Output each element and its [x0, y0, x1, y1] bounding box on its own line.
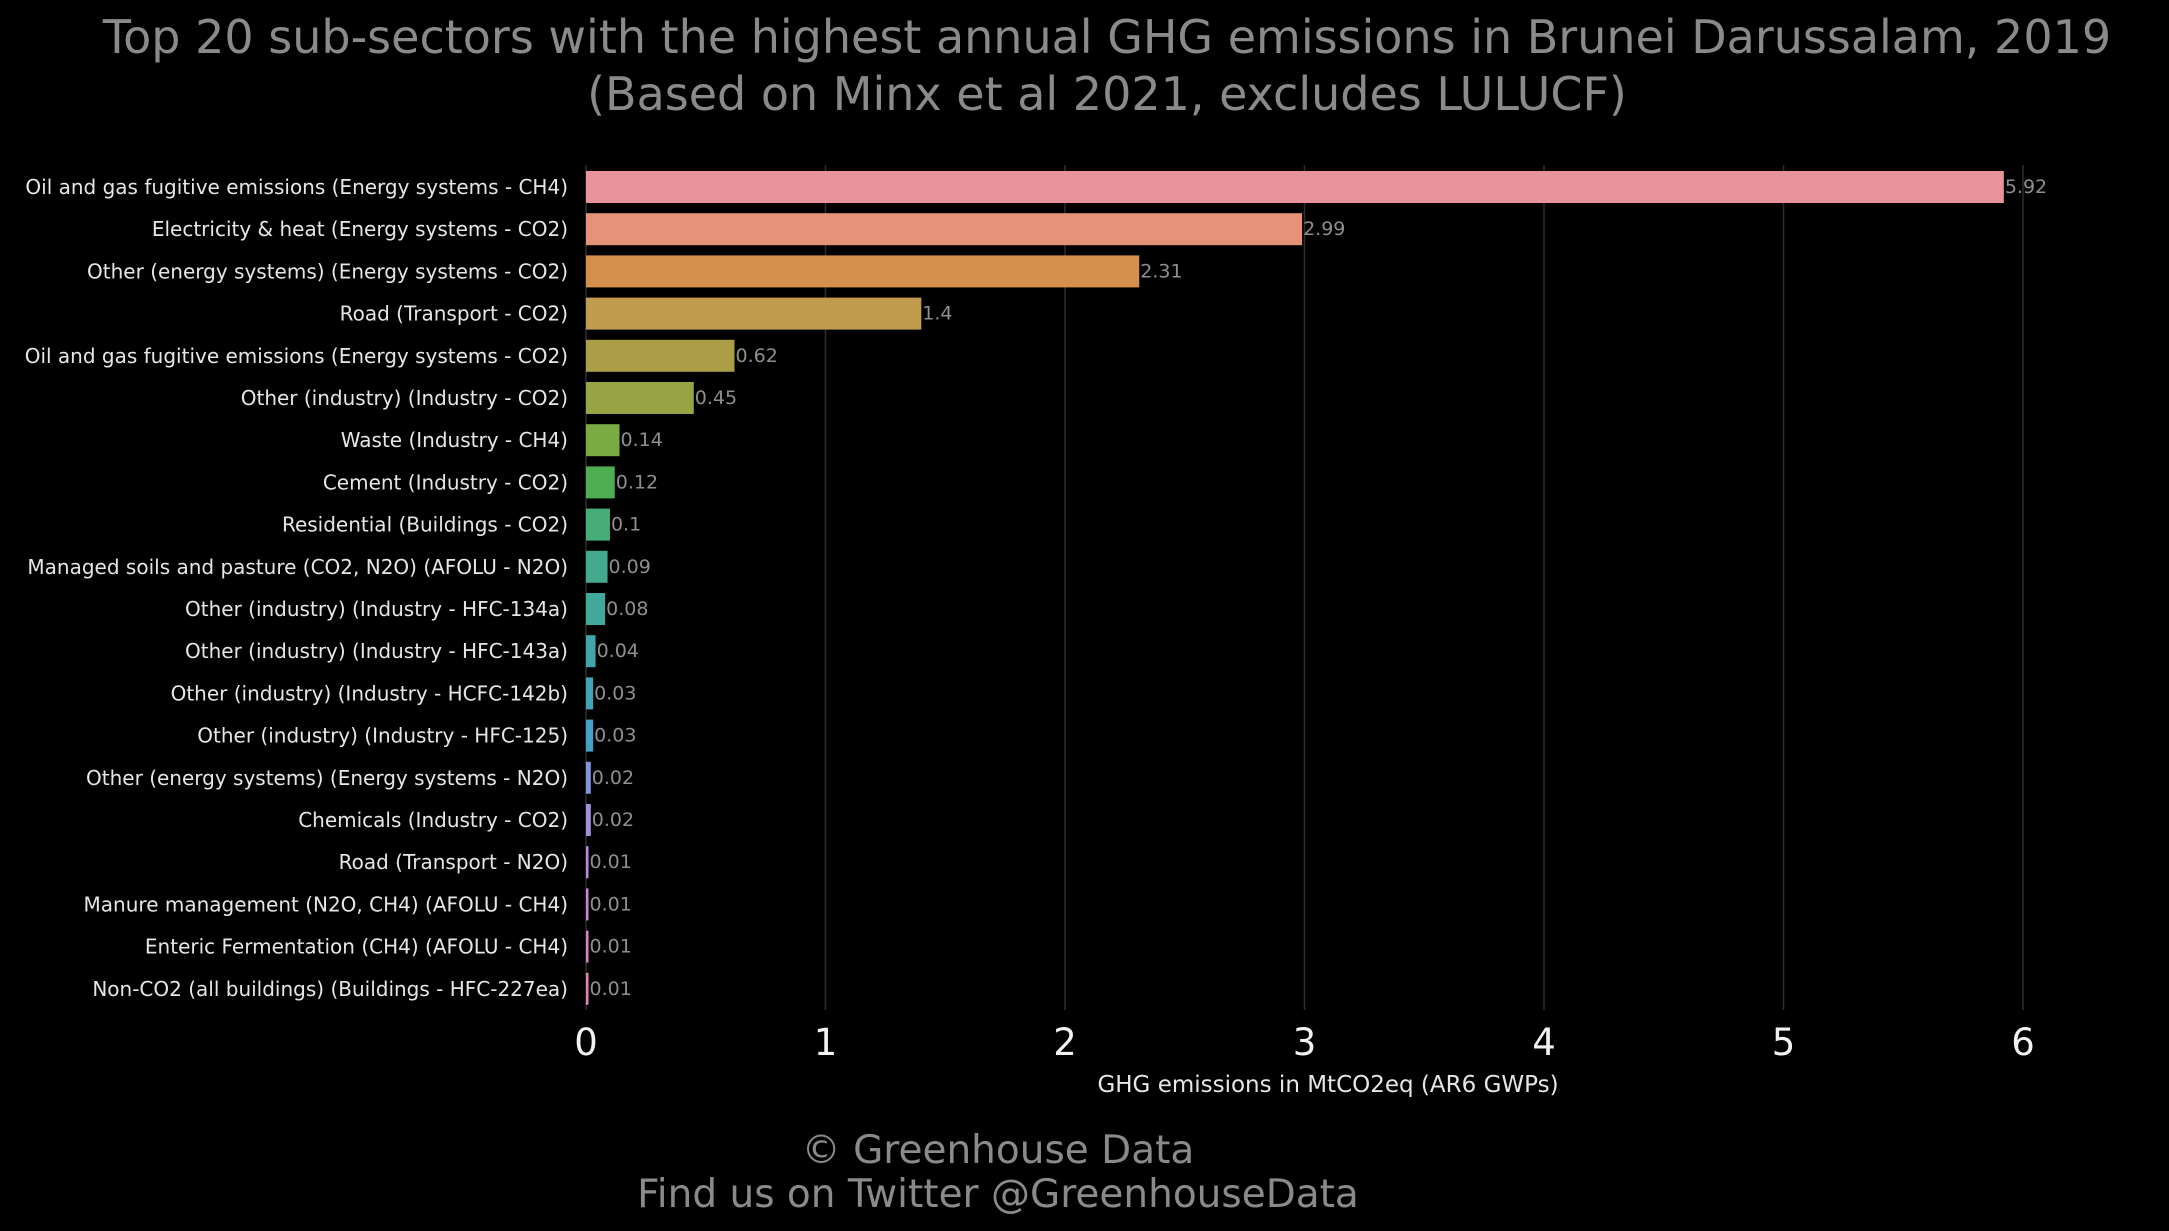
x-tick-label: 3: [1293, 1021, 1317, 1064]
data-label: 1.4: [922, 303, 952, 325]
bar: [586, 171, 2004, 203]
data-label: 0.12: [616, 471, 658, 493]
category-label: Residential (Buildings - CO2): [282, 513, 568, 537]
category-label: Oil and gas fugitive emissions (Energy s…: [25, 344, 568, 368]
footer-twitter: Find us on Twitter @GreenhouseData: [637, 1172, 1359, 1217]
bar: [586, 972, 589, 1005]
category-label: Managed soils and pasture (CO2, N2O) (AF…: [27, 555, 568, 579]
bar: [586, 466, 615, 499]
x-tick-label: 4: [1532, 1021, 1556, 1064]
category-label: Other (industry) (Industry - HFC-134a): [185, 597, 568, 621]
category-label: Oil and gas fugitive emissions (Energy s…: [25, 175, 568, 199]
x-axis-title: GHG emissions in MtCO2eq (AR6 GWPs): [1097, 1072, 1558, 1098]
bars: [586, 171, 2004, 1005]
data-label: 0.45: [695, 387, 737, 409]
data-label: 0.03: [594, 682, 636, 704]
bar: [586, 677, 594, 710]
x-axis-ticks: 0 1 2 3 4 5 6: [574, 1021, 2035, 1064]
category-label: Other (energy systems) (Energy systems -…: [87, 259, 568, 283]
data-label: 5.92: [2005, 176, 2047, 198]
bar: [586, 719, 594, 752]
x-tick-label: 2: [1053, 1021, 1077, 1064]
category-label: Manure management (N2O, CH4) (AFOLU - CH…: [84, 892, 568, 916]
data-label: 0.01: [590, 851, 632, 873]
value-labels: 5.92 2.99 2.31 1.4 0.62 0.45 0.14 0.12 0.1 0.09 0.…: [590, 176, 2048, 1000]
bar: [586, 635, 596, 668]
bar: [586, 593, 606, 625]
data-label: 0.01: [590, 936, 632, 958]
data-label: 0.08: [606, 598, 648, 620]
chart-subtitle: (Based on Minx et al 2021, excludes LULU…: [587, 67, 1627, 121]
data-label: 2.31: [1140, 260, 1182, 282]
category-label: Road (Transport - N2O): [339, 850, 568, 874]
bar: [586, 846, 589, 879]
x-tick-label: 6: [2011, 1021, 2035, 1064]
data-label: 0.02: [592, 767, 634, 789]
category-label: Other (energy systems) (Energy systems -…: [86, 766, 568, 790]
bar: [586, 761, 591, 794]
data-label: 0.1: [611, 514, 641, 536]
footer-copyright: © Greenhouse Data: [802, 1128, 1195, 1173]
category-label: Non-CO2 (all buildings) (Buildings - HFC…: [92, 977, 568, 1001]
bar: [586, 804, 591, 836]
bar: [586, 550, 608, 583]
data-label: 0.02: [592, 809, 634, 831]
category-label: Waste (Industry - CH4): [341, 428, 568, 452]
data-label: 0.01: [590, 978, 632, 1000]
bar: [586, 888, 589, 921]
bar: [586, 339, 735, 372]
data-label: 0.04: [597, 640, 639, 662]
category-label: Electricity & heat (Energy systems - CO2…: [152, 217, 568, 241]
category-label: Chemicals (Industry - CO2): [298, 808, 568, 832]
category-label: Other (industry) (Industry - HCFC-142b): [171, 681, 568, 705]
data-label: 2.99: [1303, 218, 1345, 240]
chart-title: Top 20 sub-sectors with the highest annu…: [102, 10, 2111, 64]
data-label: 0.03: [594, 725, 636, 747]
bar: [586, 424, 620, 457]
data-label: 0.14: [621, 429, 663, 451]
bar: [586, 930, 589, 963]
category-label: Other (industry) (Industry - HFC-143a): [185, 639, 568, 663]
x-tick-label: 0: [574, 1021, 598, 1064]
category-label: Enteric Fermentation (CH4) (AFOLU - CH4): [145, 935, 568, 959]
bar: [586, 255, 1140, 288]
category-labels: Oil and gas fugitive emissions (Energy s…: [25, 175, 568, 1001]
bar: [586, 382, 694, 414]
category-label: Cement (Industry - CO2): [323, 470, 568, 494]
data-label: 0.09: [609, 556, 651, 578]
category-label: Road (Transport - CO2): [340, 302, 568, 326]
bar: [586, 213, 1303, 246]
category-label: Other (industry) (Industry - CO2): [241, 386, 568, 410]
category-label: Other (industry) (Industry - HFC-125): [197, 724, 568, 748]
data-label: 0.62: [735, 345, 777, 367]
x-tick-label: 5: [1772, 1021, 1796, 1064]
bar: [586, 297, 922, 330]
data-label: 0.01: [590, 893, 632, 915]
x-tick-label: 1: [814, 1021, 838, 1064]
bar: [586, 508, 610, 541]
